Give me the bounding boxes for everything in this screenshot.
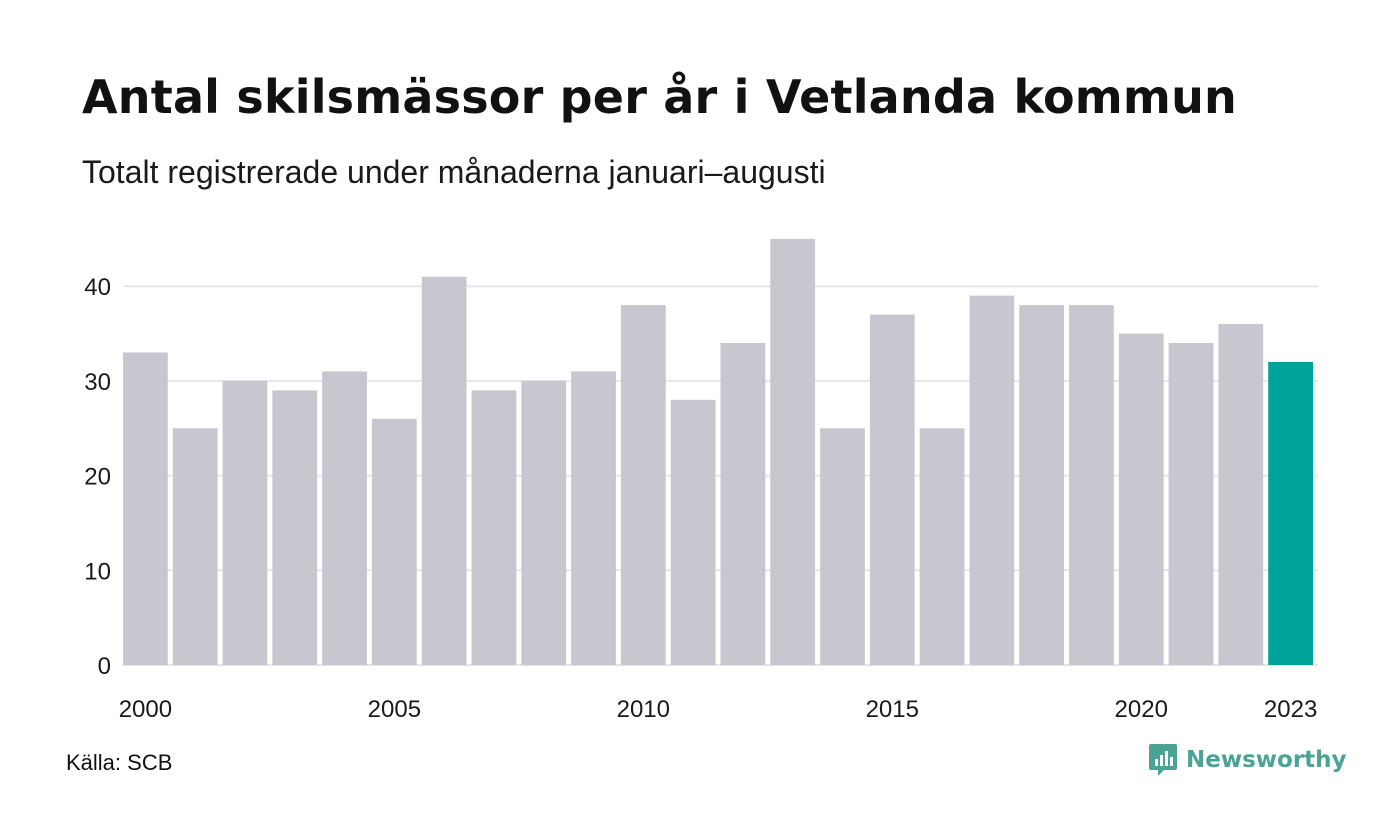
- bar-2003: [272, 390, 318, 665]
- bar-2023: [1268, 361, 1313, 665]
- bar-2005: [371, 418, 417, 665]
- bar-2009: [571, 371, 616, 665]
- bar-2017: [969, 295, 1015, 665]
- newsworthy-logo-icon: [1149, 744, 1177, 776]
- x-tick-label: 2005: [368, 696, 421, 723]
- x-tick-label: 2010: [617, 696, 670, 723]
- chart-title: Antal skilsmässor per år i Vetlanda komm…: [82, 70, 1237, 124]
- bar-2015: [869, 314, 915, 665]
- bar-2013: [770, 238, 816, 665]
- chart-subtitle: Totalt registrerade under månaderna janu…: [82, 154, 826, 190]
- bar-2012: [720, 343, 766, 665]
- x-tick-label: 2015: [866, 696, 919, 723]
- y-tick-label: 10: [84, 558, 111, 585]
- x-tick-label: 2000: [119, 696, 172, 723]
- bar-2008: [521, 380, 567, 665]
- bar-2022: [1218, 324, 1264, 665]
- x-tick-label: 2020: [1115, 696, 1168, 723]
- brand-logo: Newsworthy: [1148, 742, 1347, 778]
- source-note: Källa: SCB: [66, 750, 173, 775]
- bar-2021: [1168, 343, 1214, 665]
- bar-2018: [1019, 305, 1065, 665]
- x-tick-label: 2023: [1264, 696, 1317, 723]
- bar-2011: [670, 399, 716, 665]
- bar-2010: [620, 305, 666, 665]
- bar-2002: [222, 380, 268, 665]
- bar-2004: [322, 371, 367, 665]
- bar-2007: [471, 390, 517, 665]
- bars: [123, 238, 1313, 665]
- bar-2014: [820, 428, 865, 665]
- y-tick-label: 30: [84, 369, 111, 396]
- bar-2019: [1069, 305, 1114, 665]
- y-tick-label: 40: [84, 274, 111, 301]
- bar-2006: [421, 276, 467, 665]
- bar-2020: [1118, 333, 1164, 665]
- x-axis-ticks: 2000 2005 2010 2015 2020 2023: [119, 696, 1318, 723]
- bar-2001: [172, 428, 218, 665]
- y-axis-ticks: 0 10 20 30 40: [84, 274, 111, 680]
- y-tick-label: 20: [84, 464, 111, 491]
- brand-name: Newsworthy: [1186, 747, 1347, 773]
- bar-2000: [123, 352, 168, 665]
- bar-2016: [919, 428, 965, 665]
- y-tick-label: 0: [98, 653, 111, 680]
